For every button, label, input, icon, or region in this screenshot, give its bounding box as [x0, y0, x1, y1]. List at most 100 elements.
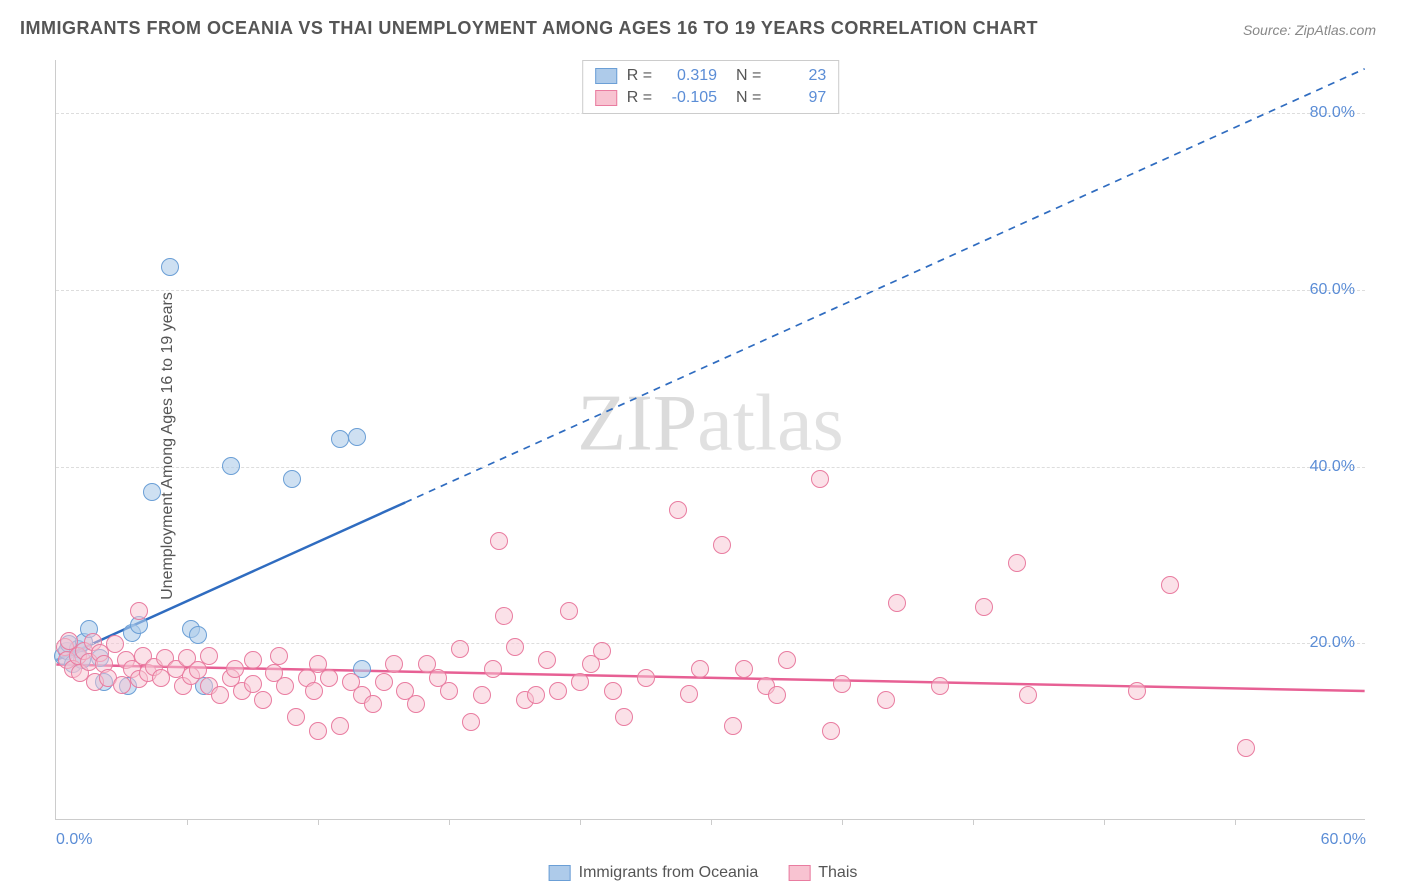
data-point-thais [888, 594, 906, 612]
r-value-pink: -0.105 [662, 89, 717, 107]
x-tick-mark [187, 819, 188, 825]
legend-label-thais: Thais [818, 864, 857, 882]
data-point-oceania [189, 626, 207, 644]
trend-line-oceania-extrapolated [405, 69, 1364, 503]
x-tick-mark [711, 819, 712, 825]
correlation-legend: R = 0.319 N = 23 R = -0.105 N = 97 [582, 60, 840, 114]
r-value-blue: 0.319 [662, 67, 717, 85]
data-point-oceania [348, 428, 366, 446]
data-point-thais [254, 691, 272, 709]
legend-row-thais: R = -0.105 N = 97 [595, 87, 827, 109]
n-value-pink: 97 [771, 89, 826, 107]
data-point-thais [1237, 739, 1255, 757]
grid-line [56, 467, 1365, 468]
data-point-thais [287, 708, 305, 726]
watermark: ZIPatlas [577, 379, 844, 470]
data-point-thais [440, 682, 458, 700]
data-point-thais [495, 607, 513, 625]
y-tick-label: 80.0% [1310, 104, 1355, 122]
data-point-thais [462, 713, 480, 731]
n-label: N = [727, 67, 761, 85]
x-tick-label: 0.0% [56, 831, 92, 849]
data-point-thais [604, 682, 622, 700]
data-point-thais [113, 676, 131, 694]
data-point-thais [364, 695, 382, 713]
legend-item-oceania: Immigrants from Oceania [549, 864, 759, 882]
x-tick-label: 60.0% [1321, 831, 1366, 849]
data-point-thais [768, 686, 786, 704]
data-point-thais [407, 695, 425, 713]
x-tick-mark [449, 819, 450, 825]
grid-line [56, 290, 1365, 291]
data-point-thais [778, 651, 796, 669]
data-point-thais [1008, 554, 1026, 572]
data-point-thais [276, 677, 294, 695]
data-point-thais [735, 660, 753, 678]
data-point-thais [385, 655, 403, 673]
y-tick-label: 20.0% [1310, 634, 1355, 652]
series-legend: Immigrants from Oceania Thais [549, 864, 858, 882]
source-attribution: Source: ZipAtlas.com [1243, 22, 1376, 38]
data-point-thais [226, 660, 244, 678]
data-point-thais [680, 685, 698, 703]
data-point-thais [593, 642, 611, 660]
data-point-thais [669, 501, 687, 519]
data-point-oceania [161, 258, 179, 276]
data-point-thais [549, 682, 567, 700]
x-tick-mark [580, 819, 581, 825]
data-point-thais [244, 675, 262, 693]
data-point-thais [833, 675, 851, 693]
trend-lines [56, 60, 1365, 819]
data-point-thais [571, 673, 589, 691]
legend-swatch-blue [595, 68, 617, 84]
data-point-thais [811, 470, 829, 488]
x-tick-mark [318, 819, 319, 825]
data-point-thais [305, 682, 323, 700]
n-value-blue: 23 [771, 67, 826, 85]
legend-swatch-pink-icon [788, 865, 810, 881]
chart-title: IMMIGRANTS FROM OCEANIA VS THAI UNEMPLOY… [20, 18, 1038, 39]
data-point-thais [473, 686, 491, 704]
legend-label-oceania: Immigrants from Oceania [579, 864, 759, 882]
data-point-oceania [143, 483, 161, 501]
r-label: R = [627, 89, 652, 107]
plot-area: R = 0.319 N = 23 R = -0.105 N = 97 ZIPat… [55, 60, 1365, 820]
data-point-thais [724, 717, 742, 735]
data-point-thais [490, 532, 508, 550]
data-point-thais [1161, 576, 1179, 594]
data-point-thais [877, 691, 895, 709]
n-label: N = [727, 89, 761, 107]
data-point-thais [1019, 686, 1037, 704]
data-point-thais [691, 660, 709, 678]
data-point-oceania [283, 470, 301, 488]
data-point-thais [106, 635, 124, 653]
legend-row-oceania: R = 0.319 N = 23 [595, 65, 827, 87]
data-point-thais [615, 708, 633, 726]
legend-item-thais: Thais [788, 864, 857, 882]
x-tick-mark [973, 819, 974, 825]
data-point-thais [560, 602, 578, 620]
watermark-atlas: atlas [697, 380, 844, 468]
data-point-oceania [331, 430, 349, 448]
data-point-thais [527, 686, 545, 704]
data-point-thais [506, 638, 524, 656]
data-point-thais [270, 647, 288, 665]
y-tick-label: 40.0% [1310, 458, 1355, 476]
x-tick-mark [1104, 819, 1105, 825]
data-point-thais [538, 651, 556, 669]
legend-swatch-pink [595, 90, 617, 106]
data-point-thais [200, 647, 218, 665]
x-tick-mark [1235, 819, 1236, 825]
r-label: R = [627, 67, 652, 85]
data-point-thais [931, 677, 949, 695]
legend-swatch-blue-icon [549, 865, 571, 881]
data-point-thais [637, 669, 655, 687]
data-point-thais [484, 660, 502, 678]
data-point-thais [1128, 682, 1146, 700]
y-tick-label: 60.0% [1310, 281, 1355, 299]
grid-line [56, 643, 1365, 644]
data-point-thais [822, 722, 840, 740]
data-point-thais [130, 602, 148, 620]
data-point-thais [320, 669, 338, 687]
data-point-thais [975, 598, 993, 616]
